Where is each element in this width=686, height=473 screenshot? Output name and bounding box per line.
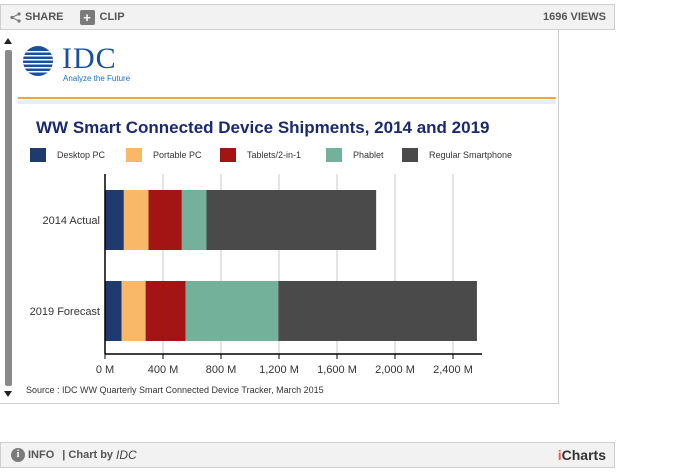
bar-segment [123, 190, 149, 250]
x-tick-label: 2,400 M [433, 364, 473, 376]
chart-title: WW Smart Connected Device Shipments, 201… [36, 118, 490, 137]
legend-label: Tablets/2-in-1 [247, 150, 302, 160]
bar-segment [148, 190, 182, 250]
plus-icon: + [79, 9, 95, 25]
x-tick-label: 1,600 M [317, 364, 357, 376]
share-label: SHARE [25, 11, 64, 23]
x-tick-label: 800 M [206, 364, 237, 376]
legend-swatch [402, 148, 418, 162]
info-button[interactable]: INFO [28, 449, 55, 461]
info-icon[interactable]: i [11, 448, 25, 462]
scrollbar-thumb[interactable] [5, 50, 12, 386]
logo-text: IDC [62, 42, 117, 75]
chart-legend: Desktop PC Portable PC Tablets/2-in-1 Phabl… [30, 148, 550, 164]
legend-label: Desktop PC [57, 150, 106, 160]
x-tick-label: 1,200 M [259, 364, 299, 376]
icharts-logo[interactable]: iCharts [557, 447, 606, 463]
legend-swatch [220, 148, 236, 162]
scroll-down-arrow-icon[interactable] [4, 391, 12, 397]
logo-tagline: Analyze the Future [63, 74, 131, 83]
bar-segment [181, 190, 207, 250]
legend-item[interactable]: Tablets/2-in-1 [220, 148, 301, 162]
legend-label: Portable PC [153, 150, 202, 160]
bar-segment [206, 190, 377, 250]
chart-by-brand[interactable]: IDC [116, 448, 137, 462]
legend-item[interactable]: Portable PC [126, 148, 202, 162]
bar-segment [105, 190, 124, 250]
x-tick-label: 0 M [96, 364, 114, 376]
bar-segment [105, 281, 122, 341]
legend-item[interactable]: Regular Smartphone [402, 148, 512, 162]
chart-frame [0, 30, 559, 404]
x-tick-label: 2,000 M [375, 364, 415, 376]
legend-item[interactable]: Desktop PC [30, 148, 105, 162]
view-count: 1696 VIEWS [543, 11, 606, 23]
x-tick-label: 400 M [148, 364, 179, 376]
legend-swatch [126, 148, 142, 162]
bar-segment [145, 281, 186, 341]
chart-by-label: | Chart by [62, 449, 114, 461]
clip-label: CLIP [99, 11, 125, 23]
header-rule [18, 97, 556, 99]
bottom-toolbar: i INFO | Chart by IDC iCharts [0, 442, 615, 468]
bar-segment [185, 281, 279, 341]
globe-icon [23, 46, 53, 76]
category-label: 2019 Forecast [30, 306, 100, 318]
legend-swatch [30, 148, 46, 162]
legend-label: Regular Smartphone [429, 150, 513, 160]
header-rule-shadow [18, 100, 556, 104]
share-button[interactable]: SHARE [9, 11, 64, 23]
top-toolbar: SHARE + CLIP 1696 VIEWS [0, 4, 615, 30]
share-icon [9, 11, 21, 23]
clip-button[interactable]: + CLIP [72, 9, 125, 25]
chart-plot: 2014 Actual 2019 Forecast 0 M 400 M 800 M 1,2… [30, 174, 482, 376]
bar-segment [278, 281, 477, 341]
bar-segment [121, 281, 146, 341]
idc-logo: IDC Analyze the Future [18, 42, 130, 84]
category-label: 2014 Actual [43, 215, 101, 227]
legend-label: Phablet [353, 150, 384, 160]
chart-source: Source : IDC WW Quarterly Smart Connecte… [26, 385, 324, 395]
scroll-up-arrow-icon[interactable] [4, 38, 12, 44]
legend-swatch [326, 148, 342, 162]
legend-item[interactable]: Phablet [326, 148, 384, 162]
